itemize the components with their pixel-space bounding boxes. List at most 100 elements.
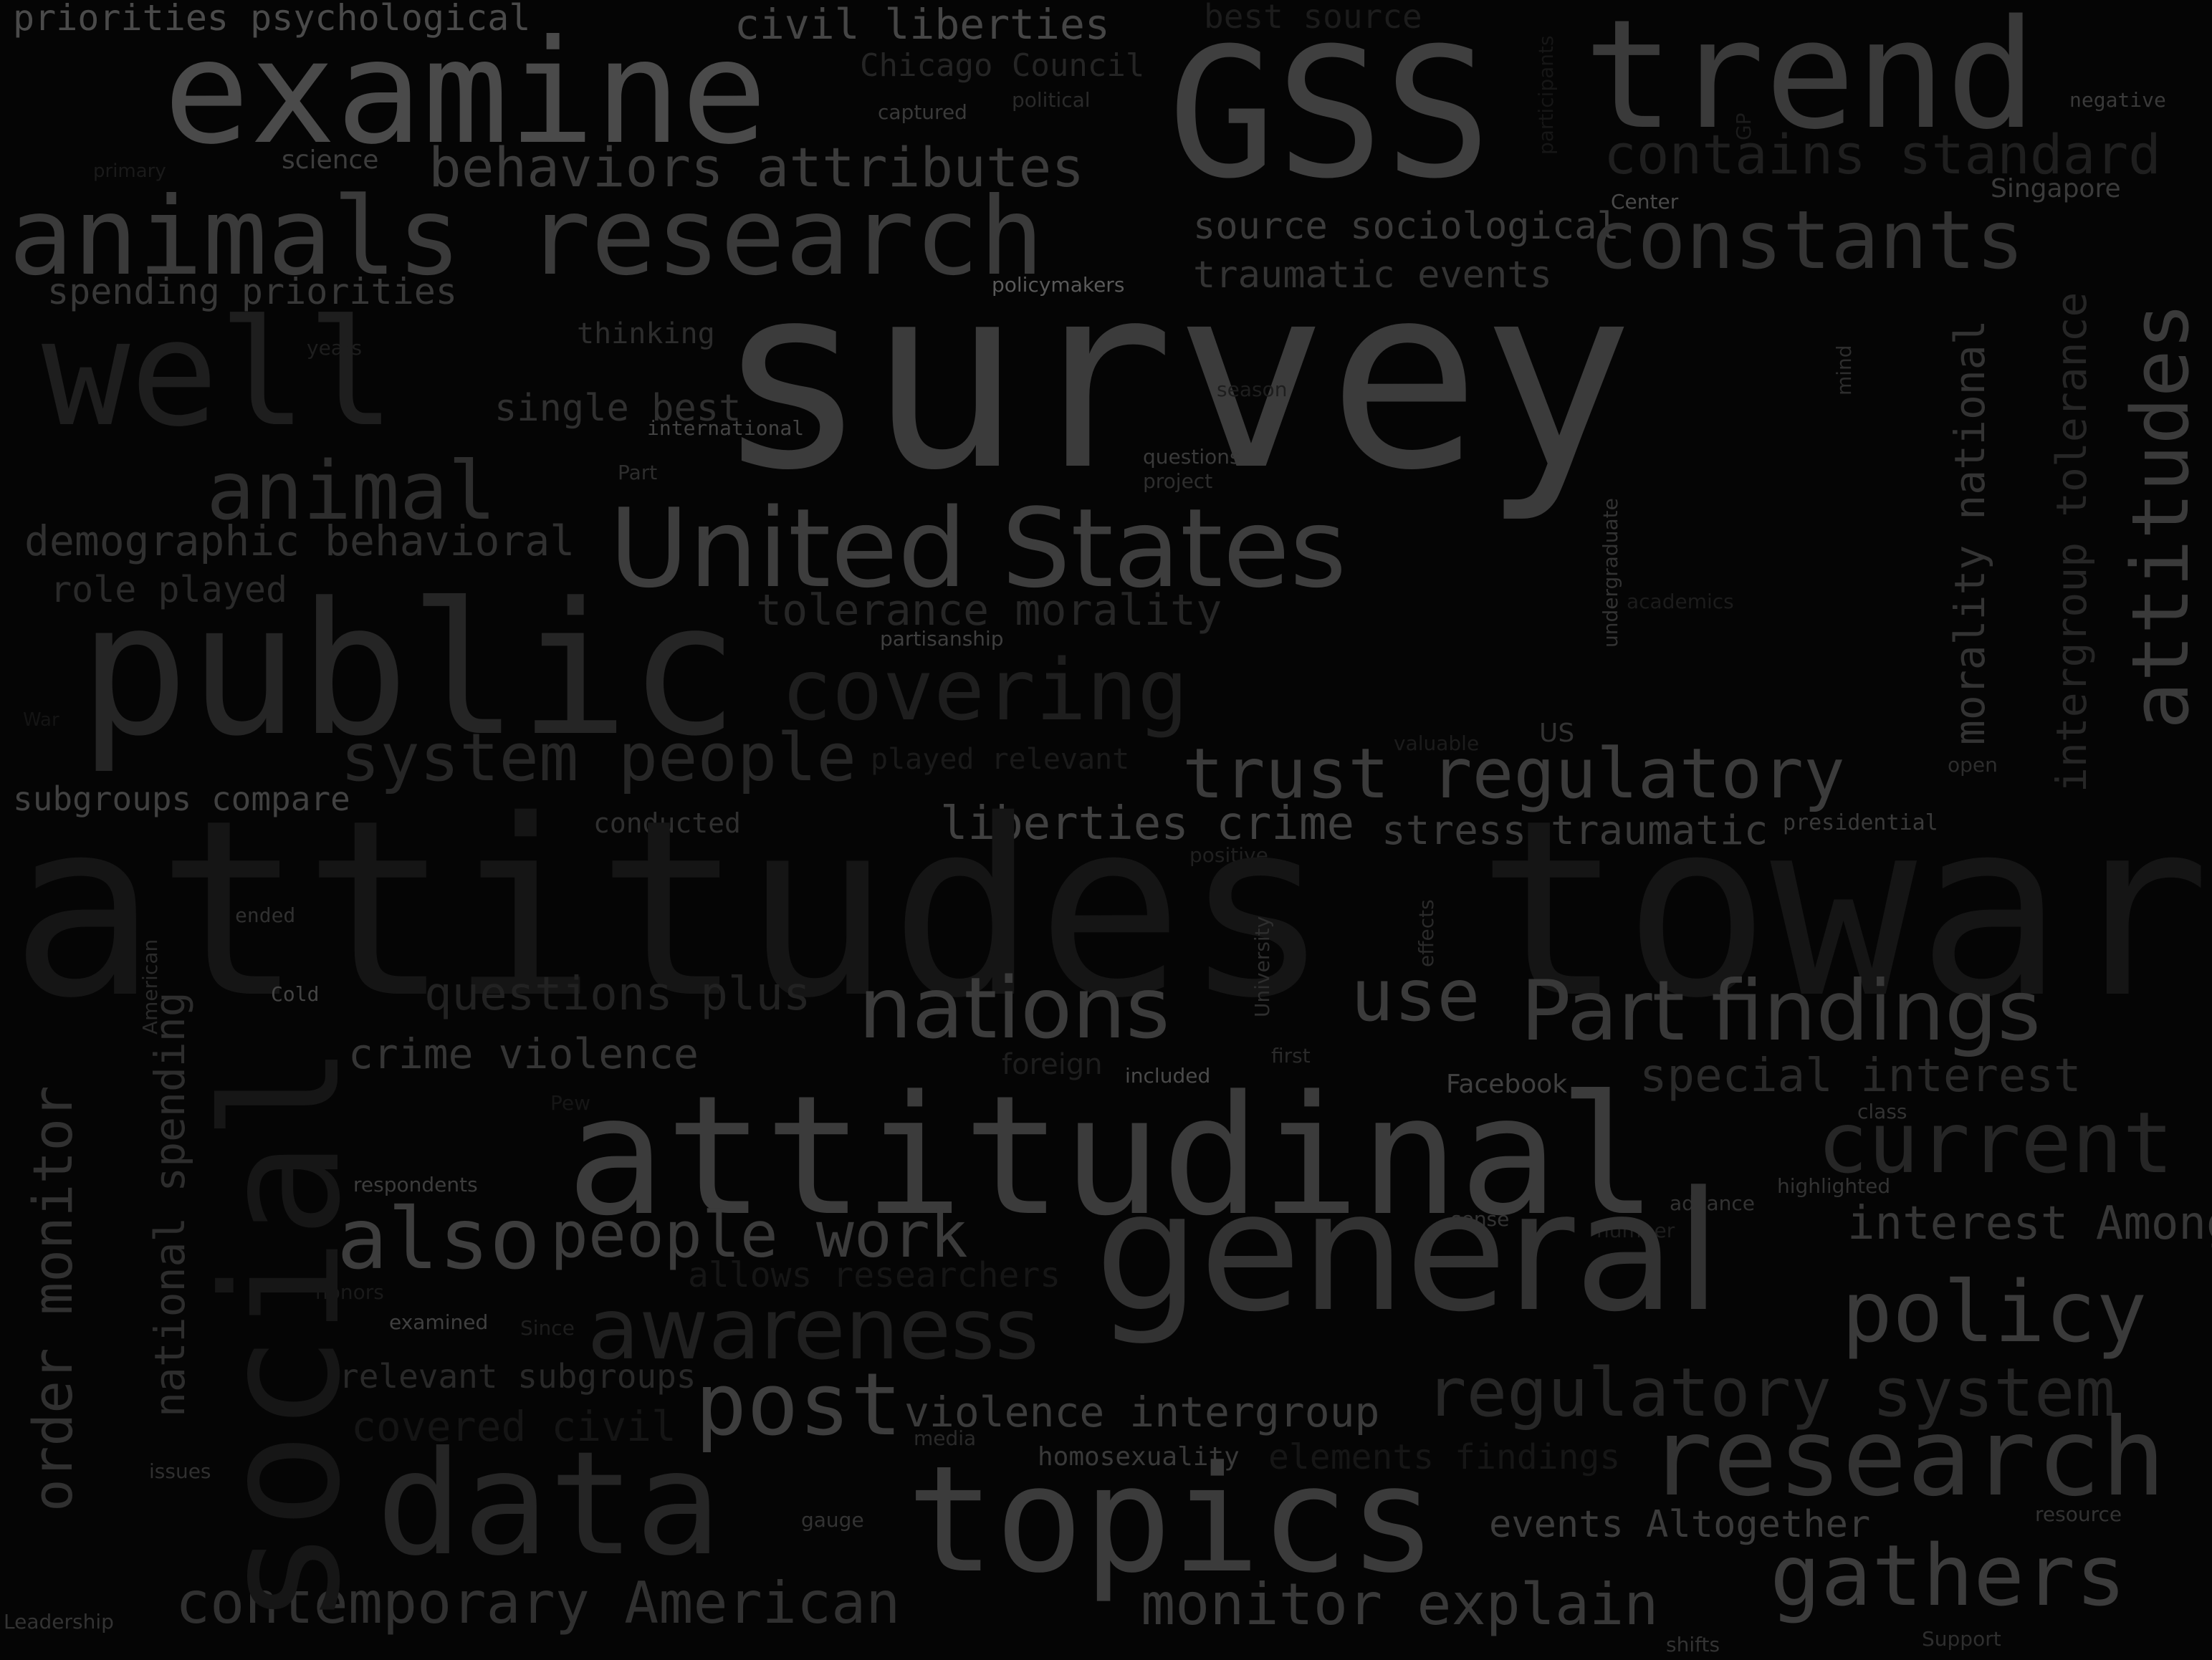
word: project [1143,469,1213,493]
word: Part findings [1521,963,2041,1060]
word: highlighted [1777,1174,1891,1198]
word: Singapore [1991,174,2121,203]
word: United States [609,485,1347,612]
word: regulatory system [1426,1354,2116,1432]
word: questions plus [424,968,811,1021]
word: foreign [1002,1048,1103,1081]
word: single best [494,387,742,430]
word: constants [1589,194,2024,287]
word: topics [906,1435,1437,1606]
word: GP [1732,112,1756,140]
word: examine [163,9,767,176]
word: well [42,289,396,459]
word: research [1648,1396,2166,1520]
word: events Altogether [1489,1503,1871,1546]
word: subgroups compare [13,779,350,818]
word: tolerance morality [756,585,1222,635]
word: policymakers [992,273,1125,297]
word: open [1948,753,1998,777]
word: resource [2035,1502,2122,1526]
word: first [1271,1044,1311,1068]
word: animals research [9,175,1044,299]
word: homosexuality [1038,1442,1240,1472]
word: media [914,1426,977,1450]
word: advance [1670,1191,1756,1215]
word: US [1539,719,1575,748]
word: international [647,416,805,440]
word: monitor explain [1141,1571,1659,1638]
word: shifts [1666,1633,1720,1656]
word: use [1351,954,1480,1037]
word: relevant subgroups [339,1357,696,1396]
word: Cold [271,982,320,1006]
word: general [1095,1157,1722,1348]
word: academics [1627,590,1734,613]
word: included [1125,1064,1211,1088]
word: covered civil [351,1402,676,1451]
word: thinking [577,317,715,350]
word: role played [50,569,288,610]
word: conducted [593,807,741,839]
word: University [1250,916,1274,1017]
word: survey [715,229,1634,526]
word: mind [1832,345,1856,395]
word: Chicago Council [860,47,1145,84]
word: honors [315,1280,384,1304]
word: sense [1451,1207,1510,1231]
word: awareness [588,1280,1039,1378]
word: morality national [1945,320,1994,745]
word: Part [618,461,658,484]
word: priorities psychological [13,0,531,39]
word: negative [2069,88,2166,112]
word: War [23,709,59,731]
word: science [282,145,379,175]
word: undergraduate [1599,498,1622,648]
word: traumatic events [1193,254,1552,297]
word: system people [340,719,857,796]
word: covering [781,641,1189,739]
word: American [138,939,162,1035]
word: social [188,1044,376,1626]
word: liberties crime [940,797,1354,850]
word: Facebook [1446,1070,1568,1099]
word: allows researchers [688,1255,1061,1295]
word: Support [1922,1627,2001,1651]
word: data [376,1421,722,1588]
word: elements findings [1268,1437,1621,1477]
word: class [1857,1100,1907,1123]
word: issues [149,1459,211,1483]
word: examined [389,1310,489,1334]
word: best source [1204,0,1422,36]
word: civil liberties [734,0,1110,49]
word: spending priorities [47,271,457,312]
word: effects [1414,899,1438,967]
word: season [1217,378,1288,401]
word: Center [1611,190,1679,214]
word: gathers [1770,1526,2127,1625]
word: Pew [550,1091,591,1115]
word: partisanship [880,627,1004,651]
word: attitudes towards [10,768,2212,1052]
word: political [1012,88,1091,112]
word: public [79,564,739,777]
word: GSS [1168,9,1492,218]
word: ended [235,903,296,927]
word: trust regulatory [1182,734,1845,814]
word: post [695,1356,902,1455]
word: national spending [145,992,194,1417]
word: Leadership [4,1610,114,1633]
word: also [337,1189,541,1288]
word: captured [878,100,967,124]
word: demographic behavioral [24,517,575,565]
word: valuable [1394,731,1480,755]
word: current [1817,1093,2174,1192]
word: Since [520,1316,575,1340]
word: behaviors attributes [428,135,1085,199]
word: stress traumatic [1382,807,1768,854]
word: presidential [1783,810,1938,835]
word: attitudinal [566,1061,1658,1252]
word: contemporary American [176,1570,901,1636]
word: number [1596,1219,1675,1242]
word: positive [1189,843,1268,867]
word: animal [206,445,497,538]
